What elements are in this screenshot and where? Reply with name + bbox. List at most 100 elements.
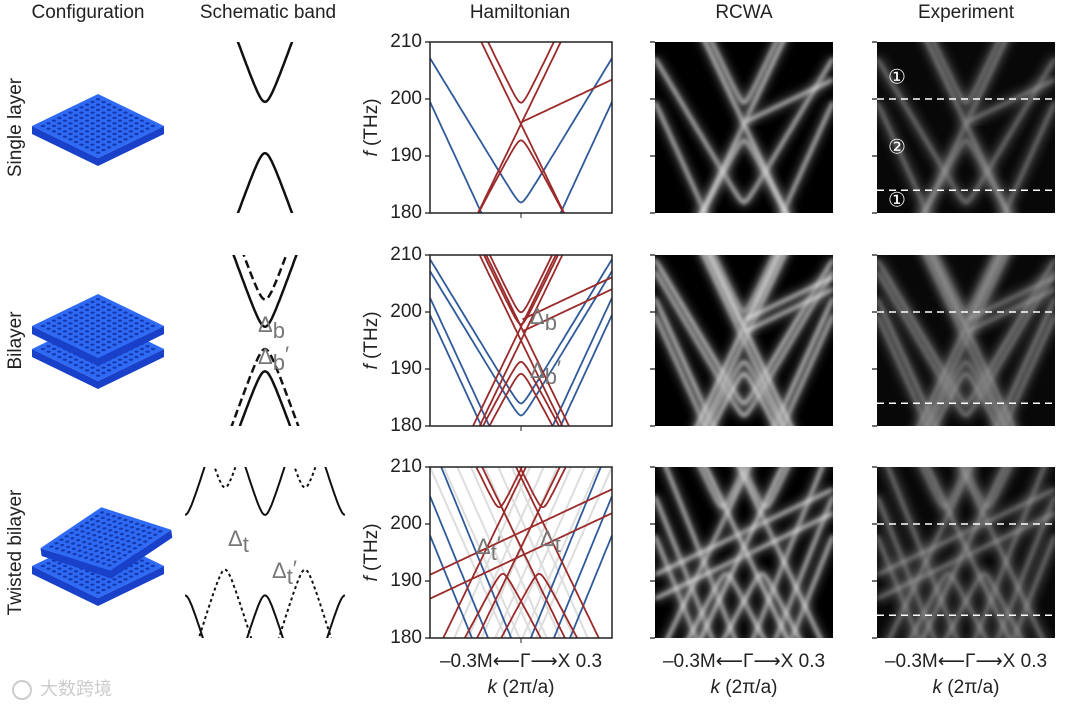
- hole: [84, 324, 90, 328]
- hole: [142, 534, 147, 538]
- band-curve: [655, 488, 833, 576]
- hole: [57, 122, 62, 125]
- band-curve: [430, 495, 490, 638]
- hole: [46, 562, 51, 565]
- hole: [129, 525, 135, 529]
- hole: [123, 127, 128, 130]
- hole: [98, 541, 103, 544]
- hole: [54, 541, 59, 545]
- hole: [101, 138, 106, 141]
- y-tick-label: 190: [390, 145, 422, 166]
- band-curve: [430, 488, 612, 576]
- y-tick-label: 180: [390, 415, 422, 436]
- hole: [106, 146, 112, 149]
- hole: [51, 353, 57, 356]
- hole: [112, 322, 117, 325]
- hole: [97, 535, 103, 539]
- hole: [106, 119, 112, 122]
- hole: [106, 124, 112, 128]
- hole: [139, 119, 145, 122]
- hole: [70, 537, 75, 540]
- hole: [99, 546, 104, 549]
- hole: [55, 547, 60, 550]
- band-curve: [497, 467, 576, 638]
- text-part: Δ: [476, 534, 491, 559]
- hole: [123, 132, 128, 136]
- band-curve: [924, 255, 1008, 426]
- hole: [112, 316, 117, 320]
- hole: [73, 575, 79, 578]
- hole: [128, 135, 134, 138]
- hole: [84, 146, 90, 149]
- hole: [46, 327, 51, 330]
- text-part: f: [361, 150, 382, 157]
- text-part: ′: [293, 556, 297, 581]
- text-part: Δ: [530, 304, 545, 329]
- hole: [62, 330, 68, 333]
- band-curve: [529, 467, 602, 638]
- hole: [90, 588, 95, 592]
- hole: [112, 111, 117, 114]
- hole: [73, 335, 79, 338]
- hole: [73, 570, 79, 573]
- hole: [123, 122, 128, 125]
- band-curve: [236, 42, 294, 104]
- hole: [84, 580, 90, 584]
- text-part: Δ: [258, 312, 273, 337]
- hole: [99, 511, 105, 514]
- band-curve: [535, 467, 612, 638]
- hole: [73, 114, 79, 117]
- text-part: b: [273, 350, 285, 375]
- hole: [84, 103, 90, 106]
- band-curve: [926, 42, 1009, 213]
- hole: [139, 564, 145, 568]
- hole: [79, 111, 84, 114]
- y-tick-label: 200: [390, 301, 422, 322]
- hole: [95, 130, 101, 133]
- hole: [95, 124, 101, 128]
- hole: [59, 538, 64, 542]
- hole: [79, 338, 84, 341]
- hole: [79, 343, 84, 346]
- hole: [90, 578, 95, 581]
- hole: [117, 114, 123, 117]
- band-curve: [927, 467, 1010, 638]
- hole: [95, 330, 101, 333]
- band-curve: [510, 467, 589, 638]
- hole: [95, 580, 101, 584]
- hole: [123, 311, 128, 314]
- hole: [101, 348, 106, 352]
- hole: [84, 340, 90, 344]
- hole: [101, 316, 106, 320]
- band-curve: [246, 594, 284, 638]
- band-curve: [877, 101, 929, 213]
- hole: [114, 536, 119, 539]
- hole: [84, 556, 89, 560]
- hole: [92, 533, 97, 537]
- band-curve: [430, 314, 483, 426]
- hole: [117, 340, 123, 344]
- hole: [95, 108, 101, 112]
- hole: [68, 327, 73, 330]
- hole: [79, 106, 84, 109]
- hole: [82, 546, 87, 549]
- hole: [90, 122, 95, 125]
- band-curve: [704, 467, 789, 638]
- gap-label: Δb′: [258, 342, 289, 375]
- hole: [57, 332, 62, 336]
- band-curve: [1003, 101, 1055, 213]
- hole: [95, 135, 101, 138]
- band-curve: [476, 42, 562, 213]
- band-curve: [430, 512, 612, 600]
- hole: [90, 316, 95, 320]
- hole: [62, 135, 68, 138]
- hole: [139, 330, 145, 333]
- hole: [145, 562, 150, 565]
- y-axis-label: f (THz): [361, 311, 382, 369]
- hole: [68, 578, 73, 581]
- axes-frame: [429, 41, 613, 214]
- hole: [101, 143, 106, 146]
- hole: [81, 540, 87, 544]
- band-curve: [430, 297, 491, 426]
- hole: [137, 538, 142, 541]
